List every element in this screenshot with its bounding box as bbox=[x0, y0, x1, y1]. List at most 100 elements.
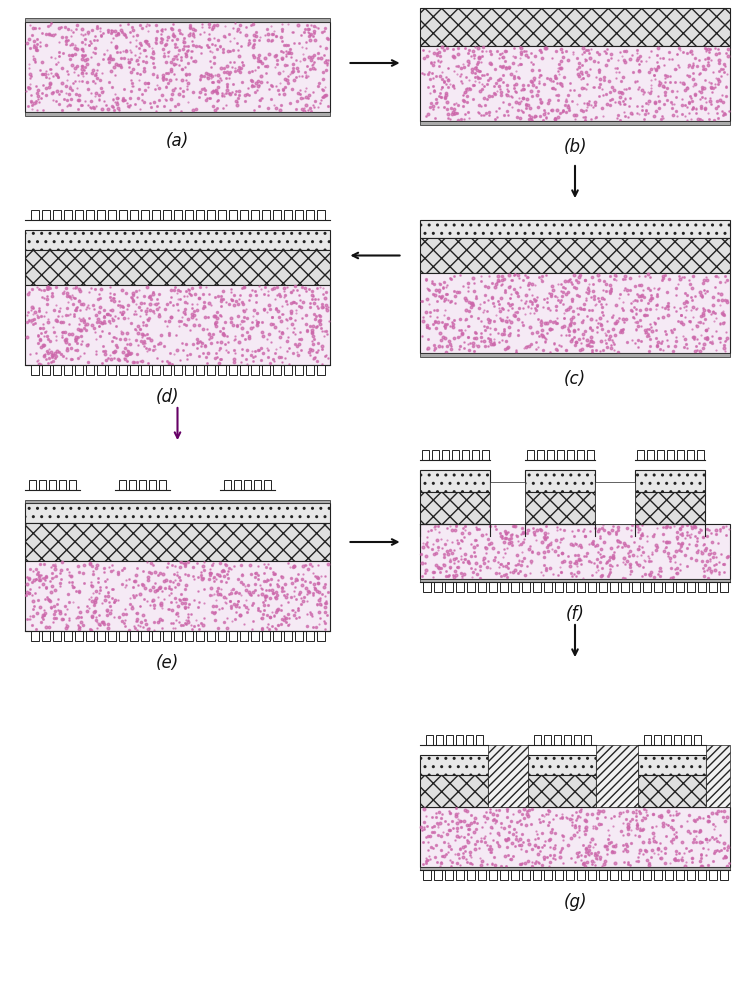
Bar bbox=[636, 450, 643, 460]
Bar bbox=[69, 480, 76, 490]
Bar bbox=[130, 365, 137, 375]
Bar bbox=[477, 582, 485, 592]
Bar bbox=[426, 735, 433, 745]
Bar bbox=[420, 273, 730, 353]
Bar bbox=[294, 210, 303, 220]
Bar bbox=[217, 631, 226, 641]
Bar bbox=[565, 870, 574, 880]
Bar bbox=[442, 450, 448, 460]
Bar bbox=[273, 631, 281, 641]
Bar bbox=[217, 365, 226, 375]
Bar bbox=[532, 582, 541, 592]
Bar bbox=[217, 210, 226, 220]
Bar bbox=[621, 582, 628, 592]
Bar bbox=[544, 735, 550, 745]
Bar bbox=[686, 450, 694, 460]
Bar bbox=[119, 631, 127, 641]
Bar bbox=[510, 582, 519, 592]
Bar bbox=[294, 631, 303, 641]
Bar bbox=[261, 210, 270, 220]
Bar bbox=[239, 210, 248, 220]
Bar bbox=[174, 365, 181, 375]
Bar bbox=[53, 631, 60, 641]
Bar bbox=[528, 775, 596, 807]
Bar bbox=[476, 735, 482, 745]
Bar bbox=[251, 631, 258, 641]
Bar bbox=[53, 365, 60, 375]
Bar bbox=[152, 365, 159, 375]
Bar bbox=[63, 210, 72, 220]
Bar bbox=[294, 365, 303, 375]
Bar bbox=[421, 450, 429, 460]
Bar bbox=[42, 365, 50, 375]
Bar bbox=[97, 631, 104, 641]
Bar bbox=[174, 210, 181, 220]
Bar bbox=[528, 755, 596, 775]
Bar bbox=[563, 735, 571, 745]
Bar bbox=[455, 735, 463, 745]
Bar bbox=[686, 582, 695, 592]
Bar bbox=[467, 582, 474, 592]
Bar bbox=[273, 365, 281, 375]
Bar bbox=[638, 775, 706, 807]
Bar bbox=[609, 582, 618, 592]
Bar bbox=[510, 870, 519, 880]
Bar bbox=[283, 365, 291, 375]
Bar bbox=[697, 450, 704, 460]
Bar bbox=[196, 631, 204, 641]
Bar bbox=[234, 480, 241, 490]
Bar bbox=[676, 450, 683, 460]
Bar bbox=[207, 365, 214, 375]
Bar bbox=[522, 582, 529, 592]
Bar bbox=[638, 755, 706, 775]
Text: (f): (f) bbox=[565, 605, 584, 623]
Bar bbox=[635, 470, 705, 492]
Bar bbox=[75, 365, 82, 375]
Bar bbox=[525, 492, 595, 524]
Bar bbox=[254, 480, 261, 490]
Bar bbox=[525, 470, 595, 492]
Bar bbox=[264, 480, 271, 490]
Bar bbox=[316, 365, 325, 375]
Bar bbox=[261, 365, 270, 375]
Bar bbox=[423, 870, 430, 880]
Bar bbox=[25, 230, 330, 250]
Bar bbox=[706, 745, 730, 807]
Bar bbox=[445, 582, 452, 592]
Bar bbox=[565, 582, 574, 592]
Bar bbox=[75, 631, 82, 641]
Bar bbox=[244, 480, 251, 490]
Bar bbox=[698, 870, 705, 880]
Bar bbox=[229, 210, 236, 220]
Bar bbox=[433, 582, 442, 592]
Bar bbox=[420, 121, 730, 125]
Bar bbox=[654, 582, 661, 592]
Bar bbox=[673, 735, 680, 745]
Bar bbox=[39, 480, 46, 490]
Bar bbox=[29, 480, 36, 490]
Bar bbox=[273, 210, 281, 220]
Bar bbox=[566, 450, 574, 460]
Bar bbox=[97, 365, 104, 375]
Bar bbox=[537, 450, 544, 460]
Bar bbox=[488, 582, 497, 592]
Bar bbox=[500, 870, 507, 880]
Bar bbox=[708, 870, 716, 880]
Bar bbox=[436, 735, 442, 745]
Bar bbox=[139, 480, 146, 490]
Bar bbox=[152, 210, 159, 220]
Bar bbox=[107, 631, 116, 641]
Bar bbox=[306, 365, 313, 375]
Bar bbox=[63, 631, 72, 641]
Bar bbox=[85, 365, 94, 375]
Bar bbox=[174, 631, 181, 641]
Bar bbox=[461, 450, 469, 460]
Bar bbox=[420, 579, 730, 582]
Bar bbox=[635, 492, 705, 524]
Bar bbox=[25, 250, 330, 285]
Bar bbox=[599, 870, 606, 880]
Bar bbox=[159, 480, 166, 490]
Bar bbox=[420, 807, 730, 867]
Bar bbox=[445, 870, 452, 880]
Bar bbox=[196, 365, 204, 375]
